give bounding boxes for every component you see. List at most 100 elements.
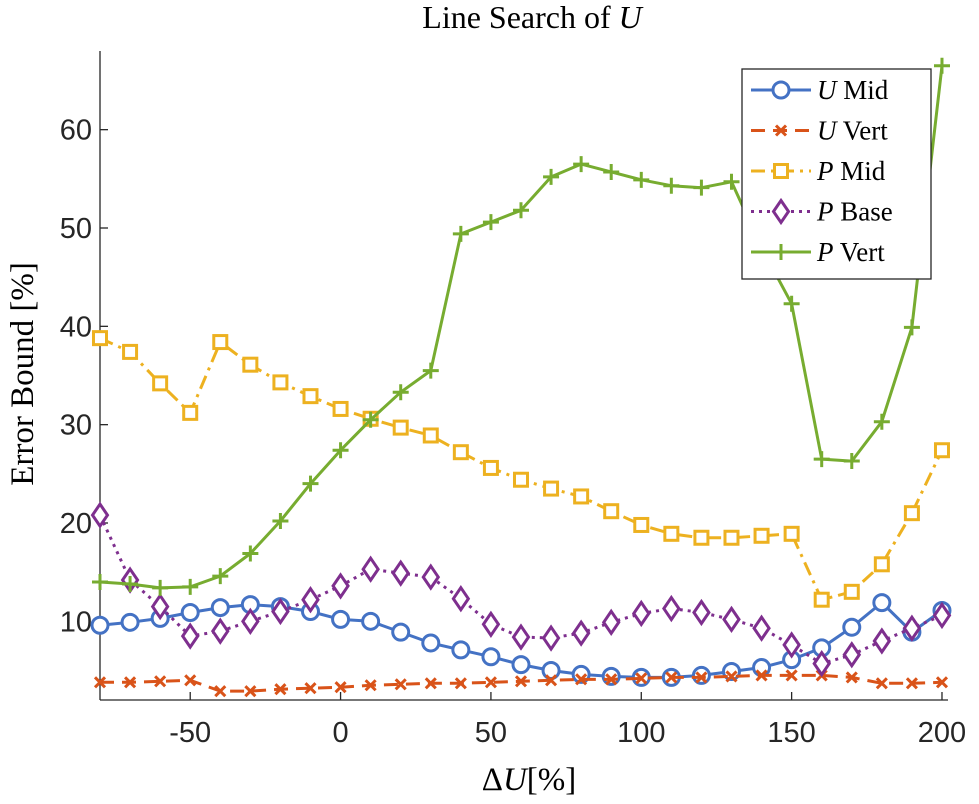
data-point	[210, 598, 230, 618]
data-point	[212, 334, 229, 351]
data-point	[364, 679, 377, 692]
series-p-mid	[92, 330, 950, 608]
data-point	[571, 619, 591, 647]
data-point	[212, 568, 229, 585]
data-point	[391, 559, 411, 587]
legend-item: P Base	[751, 197, 893, 227]
data-point	[662, 594, 681, 623]
data-point	[274, 683, 287, 696]
data-point	[482, 214, 499, 231]
data-point	[633, 171, 650, 188]
data-point	[543, 480, 560, 497]
data-point	[903, 319, 920, 336]
data-point	[541, 624, 561, 652]
legend-text: Base	[834, 197, 893, 227]
data-point	[301, 586, 320, 614]
data-point	[361, 611, 381, 631]
data-point	[451, 585, 471, 613]
data-point	[150, 592, 170, 621]
data-point	[331, 609, 351, 629]
legend-marker	[771, 80, 791, 100]
data-point	[663, 177, 680, 194]
data-point	[511, 623, 531, 651]
data-point	[512, 471, 529, 488]
data-point	[182, 404, 199, 421]
data-point	[903, 505, 920, 522]
data-point	[362, 411, 379, 428]
data-point	[184, 674, 197, 687]
data-point	[92, 574, 108, 590]
series-u-mid	[90, 593, 952, 687]
legend-marker	[773, 244, 789, 260]
data-point	[511, 655, 531, 675]
data-point	[210, 617, 230, 645]
data-point	[242, 545, 259, 562]
data-point	[813, 591, 830, 608]
legend-marker	[771, 197, 791, 226]
data-point	[122, 343, 139, 360]
data-point	[933, 57, 950, 74]
data-point	[601, 608, 621, 636]
data-point	[332, 442, 349, 459]
axes: -50 0 50 100 150 200 10 20 30 40 50 60	[60, 51, 966, 749]
y-tick-label: 30	[60, 410, 92, 442]
y-tick-label: 40	[60, 311, 92, 343]
title-prefix: Line Search of	[422, 0, 618, 35]
data-point	[693, 179, 710, 196]
data-point	[573, 156, 590, 173]
x-tick-label: 200	[918, 717, 966, 749]
data-point	[633, 516, 650, 533]
legend-item: U Mid	[751, 75, 889, 105]
x-axis-label-unit: [%]	[527, 762, 576, 798]
y-axis-label: Error Bound [%]	[5, 262, 41, 486]
data-point	[481, 610, 501, 638]
data-point	[783, 525, 800, 542]
data-point	[452, 444, 469, 461]
legend-symbol: P	[816, 156, 834, 186]
data-point	[605, 673, 618, 686]
data-point	[332, 400, 349, 417]
data-point	[905, 677, 918, 690]
data-point	[421, 633, 441, 653]
x-axis-label-symbol: U	[503, 762, 529, 798]
data-point	[302, 388, 319, 405]
data-point	[122, 575, 139, 592]
data-point	[180, 602, 200, 622]
series-p-base	[90, 501, 952, 678]
data-point	[843, 583, 860, 600]
data-point	[723, 173, 740, 190]
data-point	[575, 673, 588, 686]
data-point	[454, 677, 467, 690]
data-point	[812, 649, 832, 678]
legend-text: Mid	[837, 75, 889, 105]
data-point	[873, 413, 890, 430]
data-point	[783, 295, 800, 312]
x-axis-label: ΔU[%]	[482, 762, 577, 798]
legend-label: U Vert	[817, 116, 888, 146]
y-tick-label: 10	[60, 606, 92, 638]
data-point	[241, 607, 260, 635]
data-point	[242, 356, 259, 373]
data-point	[271, 597, 290, 626]
legend-label: P Base	[816, 197, 893, 227]
data-point	[512, 202, 529, 219]
data-point	[154, 675, 167, 688]
title-symbol: U	[619, 0, 644, 35]
legend-symbol: P	[816, 197, 834, 227]
data-point	[842, 641, 862, 669]
legend-symbol: U	[817, 116, 838, 146]
legend-label: P Mid	[816, 156, 886, 186]
data-point	[782, 631, 801, 659]
data-point	[180, 622, 200, 650]
data-point	[603, 503, 620, 520]
data-point	[753, 527, 770, 544]
data-point	[845, 671, 858, 684]
x-axis-label-delta: Δ	[482, 762, 503, 798]
data-point	[695, 671, 708, 684]
data-point	[120, 612, 140, 632]
data-point	[90, 501, 110, 529]
data-point	[723, 529, 740, 546]
data-point	[394, 678, 407, 691]
